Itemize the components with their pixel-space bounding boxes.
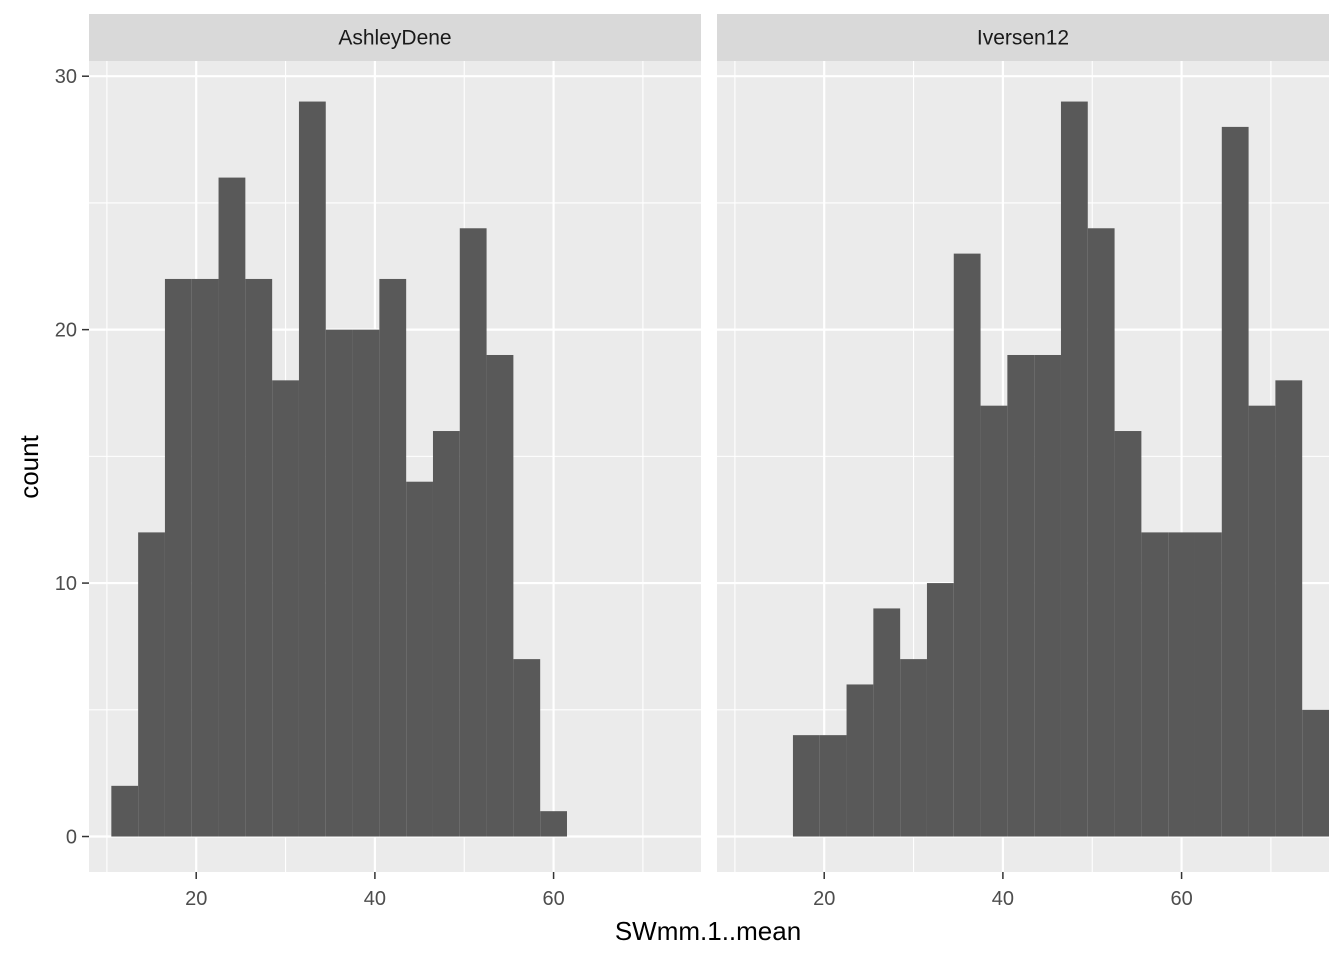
histogram-bar <box>926 583 954 837</box>
histogram-bar <box>1275 380 1303 837</box>
y-tick-label: 30 <box>55 66 77 88</box>
facet-panel-iversen12: Iversen12 20 40 60 <box>717 14 1329 910</box>
histogram-bar <box>846 684 874 837</box>
histogram-bar <box>459 228 487 837</box>
histogram-bar <box>1114 431 1142 837</box>
histogram-bar <box>218 177 246 837</box>
histogram-bar <box>819 735 847 837</box>
facet-strip <box>89 14 701 61</box>
facet-strip-label: AshleyDene <box>338 27 451 50</box>
histogram-bar <box>1034 354 1061 837</box>
x-tick-label: 20 <box>813 888 835 910</box>
x-tick-label: 40 <box>992 888 1014 910</box>
histogram-bar <box>1302 709 1329 837</box>
y-axis: 0 10 20 30 <box>55 66 89 849</box>
histogram-bar <box>352 329 380 837</box>
histogram-bar <box>164 278 192 837</box>
histogram-bar <box>138 532 165 837</box>
histogram-bar <box>298 101 326 837</box>
histogram-bar <box>1248 405 1276 837</box>
histogram-bar <box>980 405 1008 837</box>
histogram-bar <box>1060 101 1088 837</box>
histogram-bar <box>432 431 460 837</box>
histogram-bar <box>900 659 927 837</box>
histogram-bar <box>1221 126 1249 837</box>
x-axis-title: SWmm.1..mean <box>615 916 801 946</box>
y-tick-label: 10 <box>55 573 77 595</box>
histogram-bar <box>1141 532 1169 837</box>
x-tick-label: 20 <box>185 888 207 910</box>
facet-panel-ashleydene: AshleyDene 20 40 60 <box>89 14 701 910</box>
y-tick-label: 0 <box>66 827 77 849</box>
histogram-bar <box>873 608 901 837</box>
histogram-bar <box>540 811 567 837</box>
histogram-bar <box>513 659 541 837</box>
y-tick-label: 20 <box>55 320 77 342</box>
histogram-bar <box>953 253 981 837</box>
y-axis-title: count <box>14 434 44 498</box>
histogram-bar <box>792 735 820 837</box>
facet-strip-label: Iversen12 <box>977 27 1069 50</box>
x-tick-label: 40 <box>364 888 386 910</box>
histogram-bar <box>406 481 433 837</box>
histogram-bar <box>1194 532 1222 837</box>
facet-panels: AshleyDene 20 40 60 Iversen12 20 40 60 <box>89 14 1329 910</box>
x-tick-label: 60 <box>1170 888 1192 910</box>
histogram-bar <box>325 329 353 837</box>
histogram-bar <box>1087 228 1115 837</box>
histogram-bar <box>379 278 407 837</box>
histogram-bar <box>1168 532 1195 837</box>
histogram-bar <box>486 354 514 837</box>
histogram-bar <box>272 380 299 837</box>
x-tick-label: 60 <box>542 888 564 910</box>
facet-strip <box>717 14 1329 61</box>
histogram-bar <box>1007 354 1035 837</box>
histogram-bar <box>191 278 219 837</box>
histogram-bar <box>111 785 139 837</box>
histogram-bar <box>245 278 273 837</box>
